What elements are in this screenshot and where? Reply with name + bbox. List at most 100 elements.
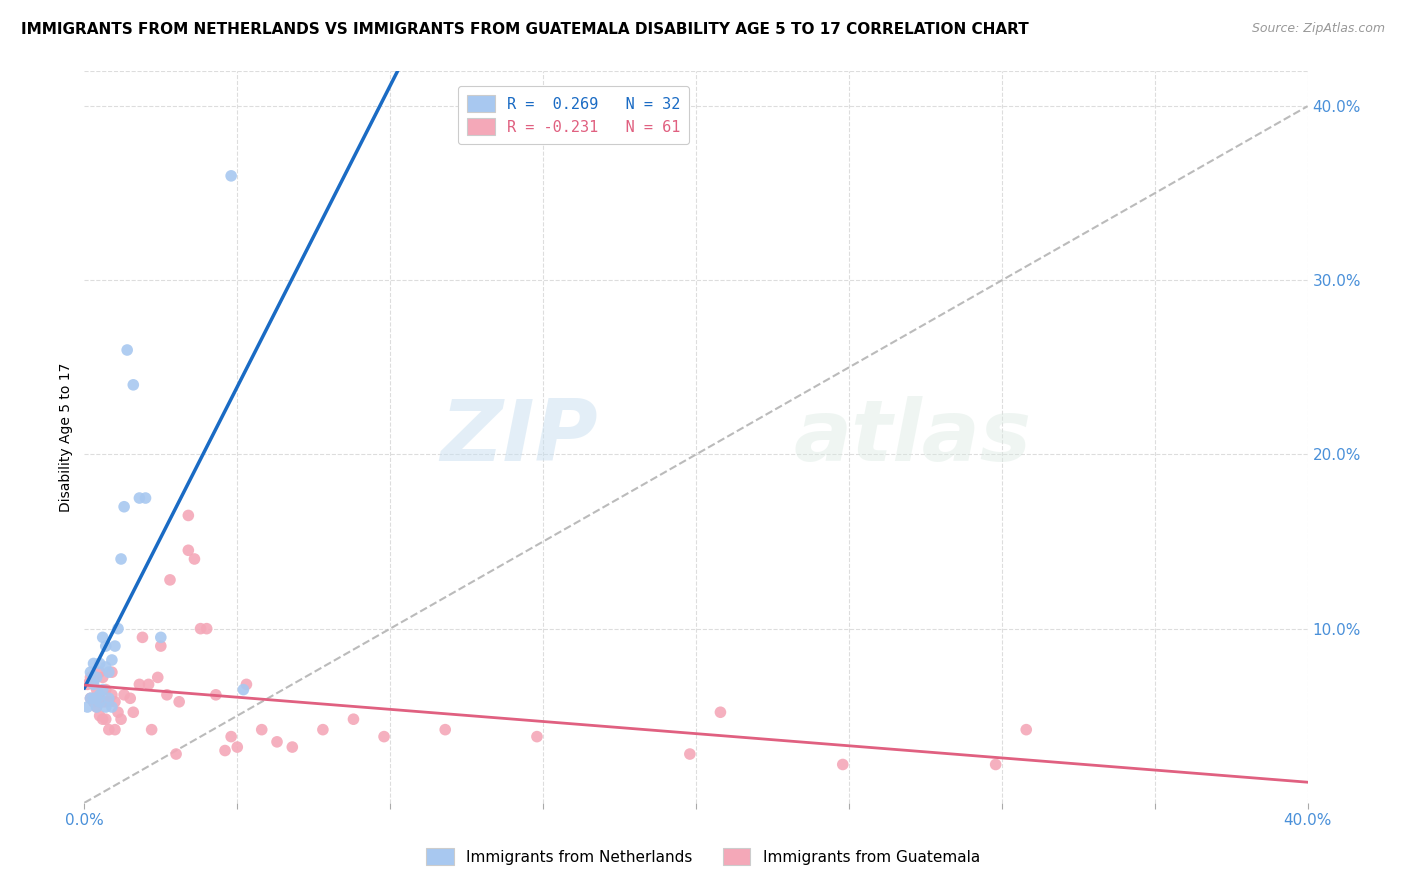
Point bbox=[83, 695, 105, 709]
Point bbox=[128, 491, 150, 505]
Point bbox=[97, 723, 120, 737]
Point bbox=[101, 653, 124, 667]
Point bbox=[97, 665, 120, 680]
Point bbox=[984, 757, 1007, 772]
Point bbox=[177, 543, 200, 558]
Point bbox=[342, 712, 364, 726]
Point bbox=[101, 700, 124, 714]
Point bbox=[104, 723, 127, 737]
Point bbox=[91, 712, 114, 726]
Point bbox=[122, 705, 145, 719]
Point bbox=[104, 695, 127, 709]
Point bbox=[86, 691, 108, 706]
Point bbox=[94, 695, 117, 709]
Point bbox=[107, 705, 129, 719]
Point bbox=[91, 631, 114, 645]
Point bbox=[79, 691, 101, 706]
Point bbox=[709, 705, 731, 719]
Point bbox=[86, 700, 108, 714]
Point bbox=[112, 500, 135, 514]
Point bbox=[205, 688, 228, 702]
Point bbox=[89, 708, 111, 723]
Point bbox=[146, 670, 169, 684]
Point bbox=[190, 622, 212, 636]
Point bbox=[83, 677, 105, 691]
Point bbox=[177, 508, 200, 523]
Text: atlas: atlas bbox=[794, 395, 1032, 479]
Point bbox=[86, 700, 108, 714]
Point bbox=[86, 691, 108, 706]
Point bbox=[195, 622, 218, 636]
Text: Source: ZipAtlas.com: Source: ZipAtlas.com bbox=[1251, 22, 1385, 36]
Point bbox=[76, 677, 98, 691]
Point bbox=[131, 631, 153, 645]
Point bbox=[86, 682, 108, 697]
Point bbox=[101, 665, 124, 680]
Point bbox=[110, 552, 132, 566]
Point bbox=[149, 631, 172, 645]
Point bbox=[91, 695, 114, 709]
Point bbox=[526, 730, 548, 744]
Point bbox=[679, 747, 702, 761]
Point bbox=[112, 688, 135, 702]
Point bbox=[281, 740, 304, 755]
Point bbox=[89, 688, 111, 702]
Point bbox=[91, 682, 114, 697]
Point bbox=[83, 657, 105, 671]
Point bbox=[79, 665, 101, 680]
Point bbox=[89, 657, 111, 671]
Point bbox=[122, 377, 145, 392]
Point bbox=[373, 730, 395, 744]
Point bbox=[167, 695, 190, 709]
Point bbox=[107, 622, 129, 636]
Point bbox=[86, 670, 108, 684]
Point bbox=[183, 552, 205, 566]
Point bbox=[104, 639, 127, 653]
Point bbox=[250, 723, 273, 737]
Point bbox=[138, 677, 160, 691]
Point bbox=[115, 343, 138, 357]
Point bbox=[226, 740, 249, 755]
Point bbox=[434, 723, 457, 737]
Y-axis label: Disability Age 5 to 17: Disability Age 5 to 17 bbox=[59, 362, 73, 512]
Point bbox=[83, 691, 105, 706]
Text: IMMIGRANTS FROM NETHERLANDS VS IMMIGRANTS FROM GUATEMALA DISABILITY AGE 5 TO 17 : IMMIGRANTS FROM NETHERLANDS VS IMMIGRANT… bbox=[21, 22, 1029, 37]
Point bbox=[312, 723, 335, 737]
Point bbox=[94, 682, 117, 697]
Point bbox=[214, 743, 236, 757]
Point bbox=[101, 688, 124, 702]
Point bbox=[97, 695, 120, 709]
Point bbox=[110, 712, 132, 726]
Point bbox=[79, 691, 101, 706]
Point bbox=[219, 730, 242, 744]
Point bbox=[83, 673, 105, 688]
Point bbox=[76, 700, 98, 714]
Point bbox=[94, 700, 117, 714]
Point bbox=[159, 573, 181, 587]
Point bbox=[89, 695, 111, 709]
Point bbox=[94, 660, 117, 674]
Point bbox=[79, 670, 101, 684]
Point bbox=[235, 677, 257, 691]
Point bbox=[156, 688, 179, 702]
Point bbox=[232, 682, 254, 697]
Point bbox=[120, 691, 142, 706]
Point bbox=[135, 491, 157, 505]
Point bbox=[94, 712, 117, 726]
Point bbox=[97, 691, 120, 706]
Point bbox=[165, 747, 187, 761]
Point bbox=[91, 670, 114, 684]
Legend: R =  0.269   N = 32, R = -0.231   N = 61: R = 0.269 N = 32, R = -0.231 N = 61 bbox=[458, 87, 689, 145]
Point bbox=[1015, 723, 1038, 737]
Point bbox=[219, 169, 242, 183]
Point bbox=[266, 735, 288, 749]
Point bbox=[89, 665, 111, 680]
Legend: Immigrants from Netherlands, Immigrants from Guatemala: Immigrants from Netherlands, Immigrants … bbox=[420, 842, 986, 871]
Text: ZIP: ZIP bbox=[440, 395, 598, 479]
Point bbox=[94, 639, 117, 653]
Point bbox=[89, 691, 111, 706]
Point bbox=[141, 723, 163, 737]
Point bbox=[831, 757, 853, 772]
Point bbox=[128, 677, 150, 691]
Point bbox=[149, 639, 172, 653]
